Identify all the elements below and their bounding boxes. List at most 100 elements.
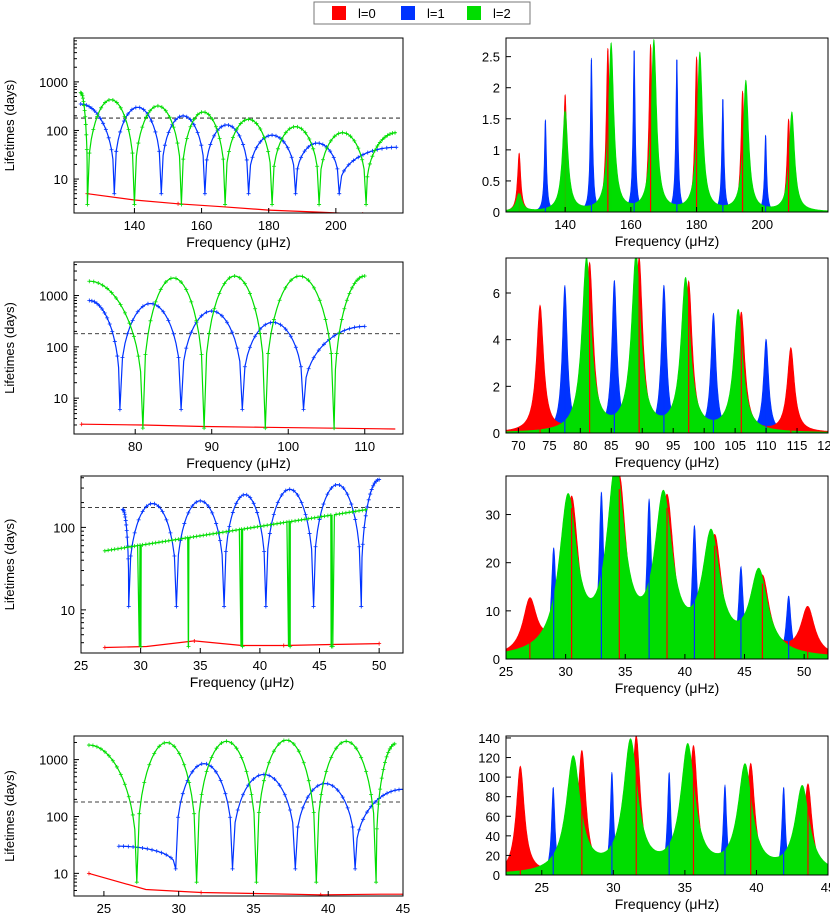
legend-label-l0: l=0 (358, 6, 376, 21)
series-point-l2 (132, 544, 137, 549)
series-point-l1 (369, 487, 374, 492)
series-point-l2 (126, 794, 131, 799)
series-point-l1 (125, 535, 130, 540)
series-point-l1 (223, 549, 228, 554)
series-point-l0 (192, 638, 197, 643)
series-point-l1 (268, 320, 273, 325)
series-point-l2 (337, 331, 342, 336)
series-point-l1 (234, 501, 239, 506)
plot-area (74, 738, 403, 896)
series-point-l2 (392, 741, 397, 746)
series-point-l1 (106, 135, 111, 140)
series-point-l1 (337, 483, 342, 488)
axes-frame (505, 475, 829, 660)
x-tick-label: 80 (573, 438, 587, 453)
series-point-l1 (345, 805, 350, 810)
series-point-l2 (289, 278, 294, 283)
series-point-l2 (261, 523, 266, 528)
series-point-l1 (107, 321, 112, 326)
series-point-l2 (137, 811, 142, 816)
series-point-l1 (225, 320, 230, 325)
series-point-l2 (207, 331, 212, 336)
series-point-l2 (381, 767, 386, 772)
series-point-l2 (168, 276, 173, 281)
series-point-l1 (130, 318, 135, 323)
series-point-l2 (334, 512, 339, 517)
series-point-l1 (295, 493, 300, 498)
axes-frame (73, 37, 404, 214)
series-point-l1 (230, 124, 235, 129)
series-point-l1 (226, 123, 231, 128)
series-point-l1 (281, 139, 286, 144)
series-point-l2 (106, 753, 111, 758)
x-tick-label: 35 (678, 880, 692, 895)
x-tick-label: 30 (171, 901, 185, 916)
series-point-l1 (102, 310, 107, 315)
series-point-l1 (117, 407, 122, 412)
series-point-l2 (82, 103, 87, 108)
x-axis-label: Frequency (μHz) (615, 680, 720, 696)
x-tick-label: 40 (749, 880, 763, 895)
series-point-l2 (138, 644, 143, 649)
series-point-l2 (286, 738, 291, 743)
series-point-l1 (244, 492, 249, 497)
series-point-l2 (167, 740, 172, 745)
series-point-l1 (263, 322, 268, 327)
series-point-l2 (83, 122, 88, 127)
series-point-l2 (135, 543, 140, 548)
y-tick-label: 0 (493, 426, 500, 441)
series-point-l1 (241, 492, 246, 497)
series-point-l1 (293, 191, 298, 196)
series-point-l2 (199, 352, 204, 357)
series-point-l2 (328, 138, 333, 143)
series-point-l1 (190, 769, 195, 774)
series-point-l1 (298, 364, 303, 369)
series-point-l2 (176, 537, 181, 542)
series-point-l1 (184, 114, 189, 119)
series-point-l2 (382, 135, 387, 140)
series-point-l2 (320, 157, 325, 162)
series-point-l2 (385, 133, 390, 138)
series-point-l1 (199, 761, 204, 766)
series-point-l2 (192, 117, 197, 122)
x-tick-label: 120 (817, 438, 830, 453)
series-point-l2 (349, 740, 354, 745)
series-point-l1 (161, 309, 166, 314)
plot-area (506, 476, 828, 659)
series-point-l1 (377, 477, 382, 482)
series-point-l2 (261, 778, 266, 783)
series-point-l1 (218, 778, 223, 783)
series-point-l1 (195, 764, 200, 769)
series-point-l1 (159, 850, 164, 855)
y-axis-label: Lifetimes (days) (2, 770, 17, 862)
series-point-l2 (202, 426, 207, 431)
series-point-l1 (204, 157, 209, 162)
series-point-l1 (126, 556, 131, 561)
series-point-l1 (166, 318, 171, 323)
series-point-l2 (118, 302, 123, 307)
series-point-l2 (119, 546, 124, 551)
series-point-l1 (219, 124, 224, 129)
series-point-l2 (136, 354, 141, 359)
series-point-l2 (256, 810, 261, 815)
series-point-l1 (195, 130, 200, 135)
series-point-l1 (341, 168, 346, 173)
series-point-l2 (155, 103, 160, 108)
series-point-l2 (184, 136, 189, 141)
series-point-l2 (357, 508, 362, 513)
series-point-l1 (351, 158, 356, 163)
series-point-l1 (140, 845, 145, 850)
series-point-l2 (362, 274, 367, 279)
series-point-l2 (311, 810, 316, 815)
legend-swatch-l1 (401, 6, 415, 20)
y-axis-label: Lifetimes (days) (2, 80, 17, 172)
series-point-l1 (385, 791, 390, 796)
series-point-l2 (172, 744, 177, 749)
series-point-l1 (172, 553, 177, 558)
series-point-l2 (230, 528, 235, 533)
panel-lifetimes-3: 25 30 35 40 45 50 10 100 Frequency (μHz) Lifetime… (2, 475, 404, 690)
x-axis-label: Frequency (μHz) (615, 454, 720, 470)
series-point-l1 (360, 152, 365, 157)
series-point-l2 (347, 510, 352, 515)
series-point-l1 (380, 146, 385, 151)
